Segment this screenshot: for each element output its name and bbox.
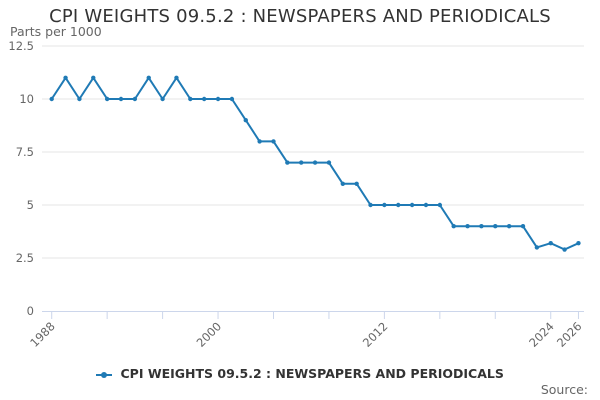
chart-title: CPI WEIGHTS 09.5.2 : NEWSPAPERS AND PERI… — [49, 6, 551, 27]
data-point — [423, 202, 429, 208]
data-point — [326, 160, 332, 165]
data-point — [271, 139, 276, 144]
data-point — [465, 224, 470, 229]
data-point — [548, 240, 553, 246]
data-point — [562, 247, 567, 252]
data-point — [229, 96, 235, 102]
data-point — [382, 202, 387, 208]
x-tick-label: 2026 — [554, 319, 585, 350]
data-point — [285, 160, 290, 165]
x-tick-label: 2024 — [526, 319, 557, 350]
data-point — [257, 139, 262, 144]
y-tick-label: 0 — [27, 304, 34, 318]
data-point — [215, 96, 221, 102]
y-tick-label: 5 — [27, 198, 34, 212]
data-point — [146, 75, 151, 81]
data-point — [368, 202, 373, 208]
data-point — [534, 245, 540, 250]
x-tick-label: 2000 — [194, 319, 225, 350]
data-point — [160, 96, 165, 102]
y-axis-label: Parts per 1000 — [10, 24, 102, 39]
data-point — [174, 75, 179, 81]
legend[interactable]: CPI WEIGHTS 09.5.2 : NEWSPAPERS AND PERI… — [0, 366, 600, 381]
data-point — [299, 160, 304, 165]
data-point — [312, 160, 318, 165]
source-label: Source: — [540, 382, 588, 397]
data-point — [354, 181, 359, 186]
data-point — [91, 75, 96, 81]
data-point — [451, 224, 456, 229]
data-point — [77, 96, 82, 102]
data-point — [506, 224, 512, 229]
data-point — [243, 118, 248, 123]
y-tick-label: 2.5 — [16, 251, 34, 265]
data-point — [520, 224, 526, 229]
legend-marker-icon — [96, 370, 113, 380]
data-point — [63, 75, 68, 81]
data-point — [188, 96, 193, 102]
data-point — [201, 96, 207, 102]
data-point — [118, 96, 124, 102]
legend-label: CPI WEIGHTS 09.5.2 : NEWSPAPERS AND PERI… — [120, 366, 504, 381]
data-point — [340, 181, 346, 186]
data-point — [49, 96, 54, 102]
x-tick-label: 1988 — [27, 319, 58, 350]
data-point — [396, 202, 401, 208]
data-point — [479, 224, 484, 229]
x-tick-label: 2012 — [360, 319, 391, 350]
data-point — [409, 202, 415, 208]
data-point — [493, 224, 498, 229]
data-point — [576, 240, 581, 246]
data-point — [437, 202, 443, 208]
data-point — [104, 96, 110, 102]
y-tick-label: 12.5 — [8, 39, 34, 53]
y-tick-label: 7.5 — [16, 145, 34, 159]
data-point — [132, 96, 138, 102]
y-tick-label: 10 — [19, 92, 34, 106]
